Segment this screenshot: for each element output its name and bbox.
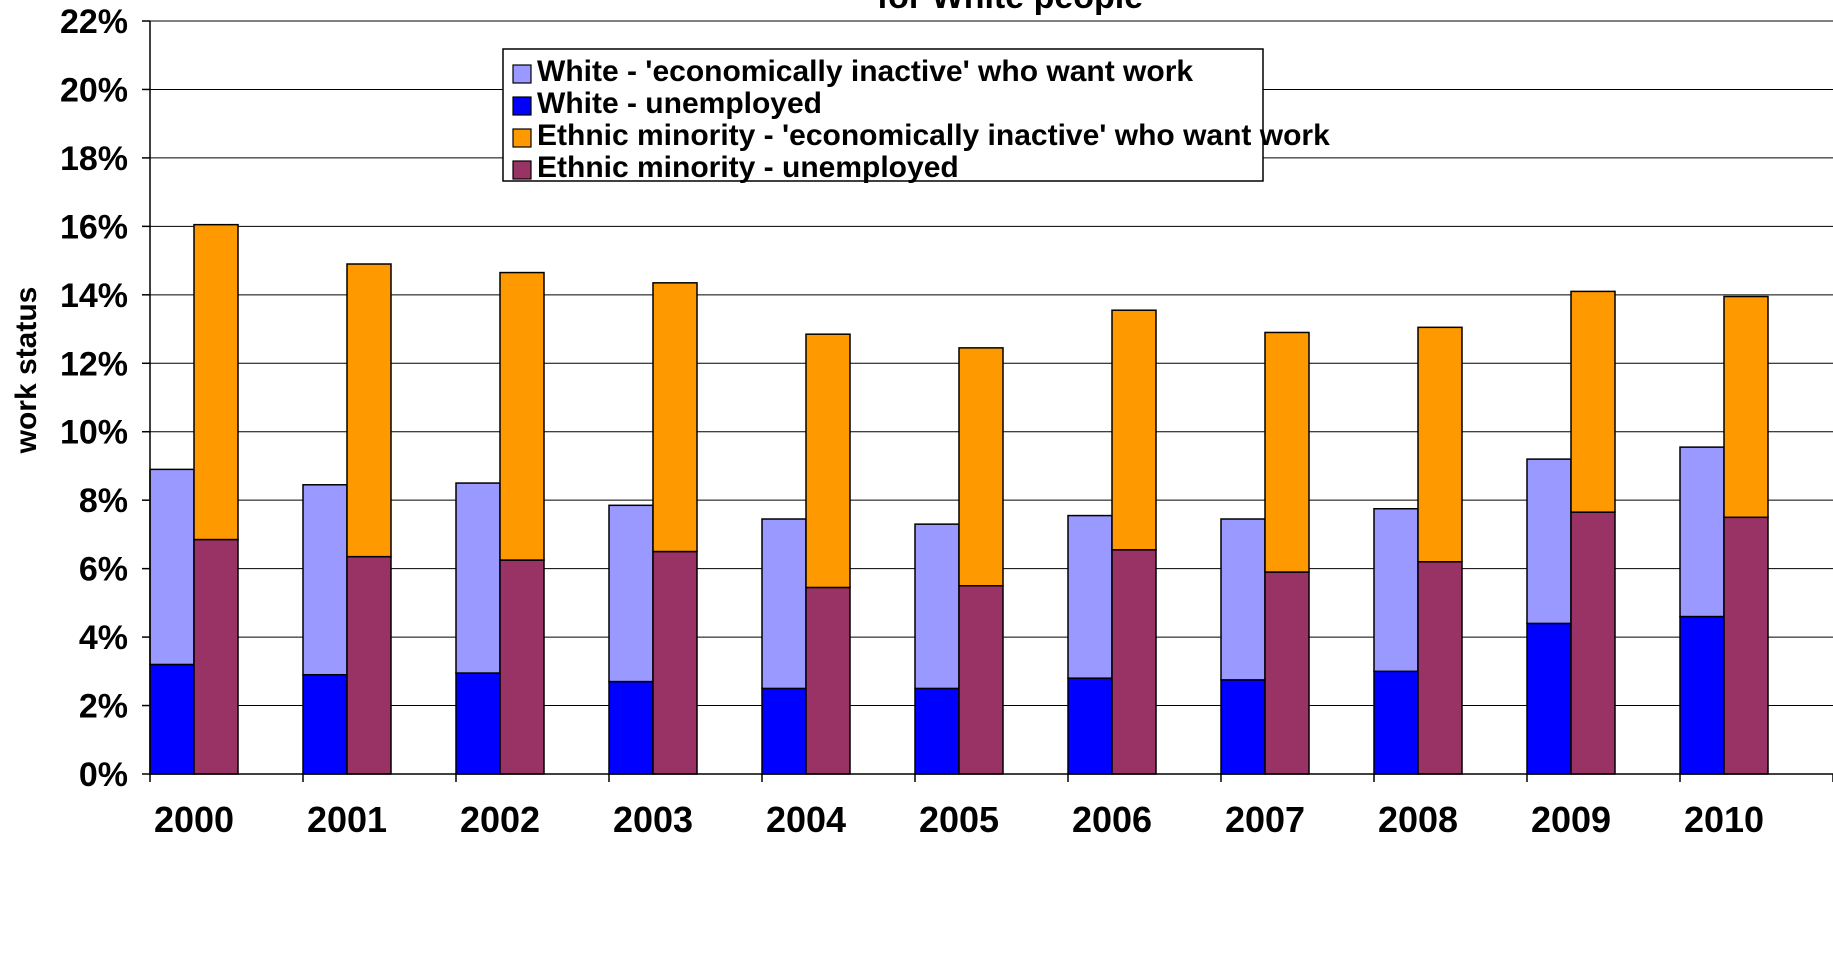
bar-segment — [1723, 516, 1769, 775]
bar-segment — [1570, 290, 1616, 513]
bars — [149, 223, 1769, 775]
bar-segment — [346, 555, 392, 775]
bar-segment — [193, 223, 239, 541]
legend-label: White - 'economically inactive' who want… — [537, 55, 1193, 88]
bar-segment — [455, 482, 501, 674]
bar-segment — [193, 538, 239, 775]
bar-segment — [958, 585, 1004, 775]
bar-segment — [914, 523, 960, 690]
y-tick-label: 2% — [79, 688, 128, 726]
bar-segment — [149, 663, 195, 775]
bar-segment — [1264, 331, 1310, 573]
bar-segment — [1417, 326, 1463, 563]
legend-swatch — [512, 96, 532, 116]
bar-segment — [608, 504, 654, 683]
y-tick-label: 22% — [60, 3, 128, 41]
y-tick-label: 20% — [60, 71, 128, 109]
bar-segment — [958, 347, 1004, 587]
legend-box — [502, 48, 1264, 182]
bar-segment — [1111, 549, 1157, 775]
bar-segment — [302, 484, 348, 676]
x-tick-label: 2001 — [307, 799, 387, 840]
bar-segment — [761, 518, 807, 690]
axes — [149, 21, 1833, 775]
legend-swatch — [512, 160, 532, 180]
bar-segment — [1679, 446, 1725, 618]
legend-label: Ethnic minority - 'economically inactive… — [537, 119, 1330, 152]
legend-label: White - unemployed — [537, 87, 822, 120]
y-tick-label: 14% — [60, 277, 128, 315]
bar-segment — [652, 550, 698, 775]
bar-segment — [346, 263, 392, 558]
y-axis-title: work status — [10, 287, 43, 455]
y-tick-label: 12% — [60, 345, 128, 383]
y-tick-label: 6% — [79, 551, 128, 589]
chart-title: for White people — [877, 0, 1143, 16]
x-tick-label: 2010 — [1684, 799, 1764, 840]
bar-segment — [608, 680, 654, 775]
bar-segment — [1417, 561, 1463, 775]
bar-segment — [1526, 458, 1572, 625]
x-axis-ticks: 2000 2001 2002 2003 2004 2005 2006 2007 2008 2009… — [149, 774, 1833, 840]
x-tick-label: 2002 — [460, 799, 540, 840]
bar-segment — [499, 271, 545, 561]
bar-segment — [1111, 309, 1157, 551]
x-tick-label: 2006 — [1072, 799, 1152, 840]
x-tick-label: 2007 — [1225, 799, 1305, 840]
bar-segment — [1570, 511, 1616, 775]
bar-segment — [1679, 615, 1725, 775]
x-tick-label: 2005 — [919, 799, 999, 840]
x-tick-label: 2003 — [613, 799, 693, 840]
bar-segment — [1264, 571, 1310, 775]
bar-segment — [499, 559, 545, 775]
x-tick-label: 2004 — [766, 799, 846, 840]
bar-segment — [805, 333, 851, 589]
bar-segment — [761, 687, 807, 775]
y-tick-label: 18% — [60, 140, 128, 178]
bar-segment — [149, 468, 195, 666]
bar-segment — [1067, 677, 1113, 775]
x-tick-label: 2009 — [1531, 799, 1611, 840]
bar-segment — [652, 282, 698, 553]
bar-segment — [1373, 670, 1419, 775]
bar-segment — [1220, 518, 1266, 681]
legend-swatch — [512, 64, 532, 84]
bar-segment — [1526, 622, 1572, 775]
bar-segment — [1220, 679, 1266, 775]
y-tick-label: 10% — [60, 414, 128, 452]
bar-segment — [455, 672, 501, 775]
y-tick-label: 4% — [79, 619, 128, 657]
legend-swatch — [512, 128, 532, 148]
bar-segment — [1067, 514, 1113, 679]
y-tick-label: 0% — [79, 756, 128, 794]
x-tick-label: 2008 — [1378, 799, 1458, 840]
legend-label: Ethnic minority - unemployed — [537, 151, 959, 184]
y-tick-label: 16% — [60, 208, 128, 246]
y-axis-ticks: 0% 2% 4% 6% 8% 10% 12% 14% 16% 18% 20% 22% — [60, 3, 150, 794]
bar-segment — [914, 687, 960, 775]
bar-segment — [1373, 507, 1419, 673]
x-tick-label: 2000 — [154, 799, 234, 840]
bar-segment — [1723, 295, 1769, 519]
bar-segment — [302, 673, 348, 775]
bar-segment — [805, 586, 851, 775]
y-tick-label: 8% — [79, 482, 128, 520]
legend: White - 'economically inactive' who want… — [502, 48, 1330, 184]
